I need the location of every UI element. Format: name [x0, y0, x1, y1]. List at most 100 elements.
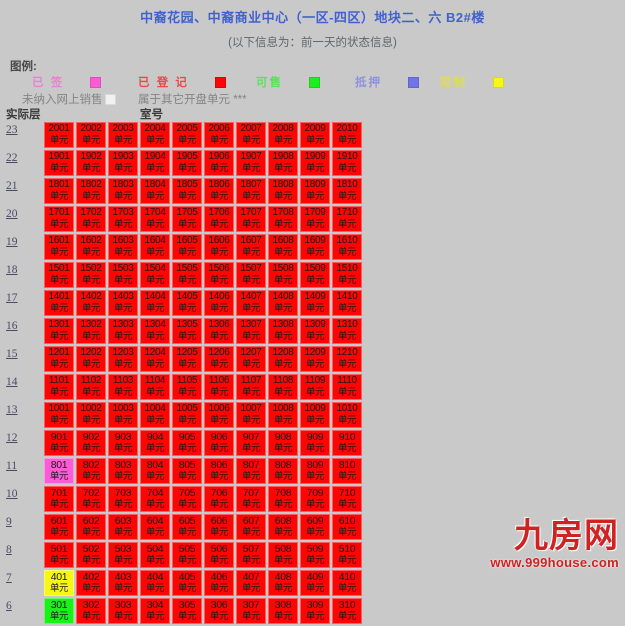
unit-cell-702[interactable]: 702 单元: [76, 486, 106, 512]
unit-cell-1805[interactable]: 1805 单元: [172, 178, 202, 204]
unit-cell-1610[interactable]: 1610 单元: [332, 234, 362, 260]
unit-cell-803[interactable]: 803 单元: [108, 458, 138, 484]
unit-cell-701[interactable]: 701 单元: [44, 486, 74, 512]
unit-cell-1002[interactable]: 1002 单元: [76, 402, 106, 428]
unit-cell-504[interactable]: 504 单元: [140, 542, 170, 568]
unit-cell-1001[interactable]: 1001 单元: [44, 402, 74, 428]
unit-cell-907[interactable]: 907 单元: [236, 430, 266, 456]
unit-cell-509[interactable]: 509 单元: [300, 542, 330, 568]
unit-cell-1208[interactable]: 1208 单元: [268, 346, 298, 372]
floor-link-18[interactable]: 18: [6, 264, 18, 276]
floor-link-9[interactable]: 9: [6, 516, 12, 528]
unit-cell-1109[interactable]: 1109 单元: [300, 374, 330, 400]
unit-cell-502[interactable]: 502 单元: [76, 542, 106, 568]
unit-cell-1206[interactable]: 1206 单元: [204, 346, 234, 372]
unit-cell-1710[interactable]: 1710 单元: [332, 206, 362, 232]
unit-cell-1904[interactable]: 1904 单元: [140, 150, 170, 176]
unit-cell-1607[interactable]: 1607 单元: [236, 234, 266, 260]
unit-cell-602[interactable]: 602 单元: [76, 514, 106, 540]
unit-cell-1809[interactable]: 1809 单元: [300, 178, 330, 204]
unit-cell-1810[interactable]: 1810 单元: [332, 178, 362, 204]
unit-cell-709[interactable]: 709 单元: [300, 486, 330, 512]
unit-cell-1201[interactable]: 1201 单元: [44, 346, 74, 372]
unit-cell-809[interactable]: 809 单元: [300, 458, 330, 484]
unit-cell-1708[interactable]: 1708 单元: [268, 206, 298, 232]
unit-cell-705[interactable]: 705 单元: [172, 486, 202, 512]
unit-cell-310[interactable]: 310 单元: [332, 598, 362, 624]
unit-cell-1602[interactable]: 1602 单元: [76, 234, 106, 260]
unit-cell-1009[interactable]: 1009 单元: [300, 402, 330, 428]
unit-cell-610[interactable]: 610 单元: [332, 514, 362, 540]
unit-cell-909[interactable]: 909 单元: [300, 430, 330, 456]
unit-cell-704[interactable]: 704 单元: [140, 486, 170, 512]
unit-cell-1601[interactable]: 1601 单元: [44, 234, 74, 260]
unit-cell-1304[interactable]: 1304 单元: [140, 318, 170, 344]
unit-cell-1705[interactable]: 1705 单元: [172, 206, 202, 232]
unit-cell-1302[interactable]: 1302 单元: [76, 318, 106, 344]
unit-cell-1203[interactable]: 1203 单元: [108, 346, 138, 372]
unit-cell-707[interactable]: 707 单元: [236, 486, 266, 512]
unit-cell-1405[interactable]: 1405 单元: [172, 290, 202, 316]
unit-cell-1310[interactable]: 1310 单元: [332, 318, 362, 344]
unit-cell-1504[interactable]: 1504 单元: [140, 262, 170, 288]
unit-cell-1110[interactable]: 1110 单元: [332, 374, 362, 400]
unit-cell-1402[interactable]: 1402 单元: [76, 290, 106, 316]
unit-cell-1108[interactable]: 1108 单元: [268, 374, 298, 400]
unit-cell-1701[interactable]: 1701 单元: [44, 206, 74, 232]
unit-cell-1301[interactable]: 1301 单元: [44, 318, 74, 344]
unit-cell-1509[interactable]: 1509 单元: [300, 262, 330, 288]
floor-link-11[interactable]: 11: [6, 460, 18, 472]
unit-cell-902[interactable]: 902 单元: [76, 430, 106, 456]
unit-cell-1806[interactable]: 1806 单元: [204, 178, 234, 204]
unit-cell-603[interactable]: 603 单元: [108, 514, 138, 540]
unit-cell-1608[interactable]: 1608 单元: [268, 234, 298, 260]
unit-cell-1408[interactable]: 1408 单元: [268, 290, 298, 316]
unit-cell-706[interactable]: 706 单元: [204, 486, 234, 512]
unit-cell-1604[interactable]: 1604 单元: [140, 234, 170, 260]
unit-cell-607[interactable]: 607 单元: [236, 514, 266, 540]
unit-cell-1303[interactable]: 1303 单元: [108, 318, 138, 344]
unit-cell-608[interactable]: 608 单元: [268, 514, 298, 540]
unit-cell-302[interactable]: 302 单元: [76, 598, 106, 624]
unit-cell-1404[interactable]: 1404 单元: [140, 290, 170, 316]
unit-cell-1804[interactable]: 1804 单元: [140, 178, 170, 204]
unit-cell-1305[interactable]: 1305 单元: [172, 318, 202, 344]
unit-cell-1205[interactable]: 1205 单元: [172, 346, 202, 372]
unit-cell-609[interactable]: 609 单元: [300, 514, 330, 540]
floor-link-20[interactable]: 20: [6, 208, 18, 220]
unit-cell-910[interactable]: 910 单元: [332, 430, 362, 456]
unit-cell-801[interactable]: 801 单元: [44, 458, 74, 484]
unit-cell-802[interactable]: 802 单元: [76, 458, 106, 484]
unit-cell-1807[interactable]: 1807 单元: [236, 178, 266, 204]
unit-cell-307[interactable]: 307 单元: [236, 598, 266, 624]
unit-cell-703[interactable]: 703 单元: [108, 486, 138, 512]
floor-link-6[interactable]: 6: [6, 600, 12, 612]
unit-cell-1803[interactable]: 1803 单元: [108, 178, 138, 204]
unit-cell-1507[interactable]: 1507 单元: [236, 262, 266, 288]
unit-cell-1006[interactable]: 1006 单元: [204, 402, 234, 428]
unit-cell-1410[interactable]: 1410 单元: [332, 290, 362, 316]
unit-cell-506[interactable]: 506 单元: [204, 542, 234, 568]
unit-cell-1102[interactable]: 1102 单元: [76, 374, 106, 400]
unit-cell-1106[interactable]: 1106 单元: [204, 374, 234, 400]
unit-cell-501[interactable]: 501 单元: [44, 542, 74, 568]
unit-cell-1706[interactable]: 1706 单元: [204, 206, 234, 232]
unit-cell-1407[interactable]: 1407 单元: [236, 290, 266, 316]
unit-cell-1903[interactable]: 1903 单元: [108, 150, 138, 176]
unit-cell-508[interactable]: 508 单元: [268, 542, 298, 568]
unit-cell-2007[interactable]: 2007 单元: [236, 122, 266, 148]
unit-cell-2010[interactable]: 2010 单元: [332, 122, 362, 148]
unit-cell-604[interactable]: 604 单元: [140, 514, 170, 540]
unit-cell-1403[interactable]: 1403 单元: [108, 290, 138, 316]
unit-cell-2004[interactable]: 2004 单元: [140, 122, 170, 148]
floor-link-10[interactable]: 10: [6, 488, 18, 500]
unit-cell-906[interactable]: 906 单元: [204, 430, 234, 456]
unit-cell-1905[interactable]: 1905 单元: [172, 150, 202, 176]
unit-cell-708[interactable]: 708 单元: [268, 486, 298, 512]
unit-cell-710[interactable]: 710 单元: [332, 486, 362, 512]
unit-cell-601[interactable]: 601 单元: [44, 514, 74, 540]
unit-cell-305[interactable]: 305 单元: [172, 598, 202, 624]
unit-cell-1902[interactable]: 1902 单元: [76, 150, 106, 176]
unit-cell-304[interactable]: 304 单元: [140, 598, 170, 624]
unit-cell-805[interactable]: 805 单元: [172, 458, 202, 484]
